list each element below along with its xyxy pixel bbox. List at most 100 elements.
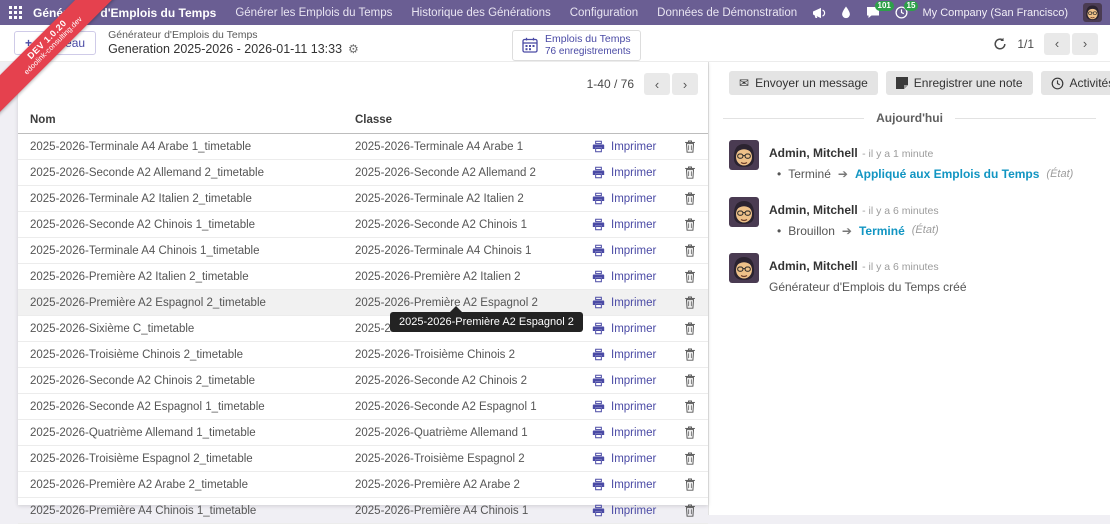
table-row[interactable]: 2025-2026-Quatrième Allemand 1_timetable… [18, 419, 708, 446]
delete-button[interactable] [683, 322, 696, 335]
print-button[interactable]: Imprimer [592, 264, 659, 289]
delete-button[interactable] [683, 192, 696, 205]
delete-button[interactable] [683, 270, 696, 283]
delete-button[interactable] [683, 478, 696, 491]
list-next-button[interactable]: › [672, 73, 698, 95]
cell-nom[interactable]: 2025-2026-Troisième Chinois 2_timetable [18, 341, 343, 368]
table-row[interactable]: 2025-2026-Seconde A2 Chinois 2_timetable… [18, 367, 708, 394]
print-button[interactable]: Imprimer [592, 394, 659, 419]
table-row[interactable]: 2025-2026-Seconde A2 Allemand 2_timetabl… [18, 159, 708, 186]
cell-classe[interactable]: 2025-2026-Première A2 Arabe 2 [343, 471, 580, 498]
next-record-button[interactable]: › [1072, 32, 1098, 55]
delete-button[interactable] [683, 374, 696, 387]
menu-generer[interactable]: Générer les Emplois du Temps [235, 6, 393, 19]
table-row[interactable]: 2025-2026-Troisième Espagnol 2_timetable… [18, 445, 708, 472]
menu-configuration[interactable]: Configuration [569, 6, 639, 19]
cell-nom[interactable]: 2025-2026-Première A2 Arabe 2_timetable [18, 471, 343, 498]
cell-nom[interactable]: 2025-2026-Seconde A2 Chinois 1_timetable [18, 211, 343, 238]
cell-classe[interactable]: 2025-2026-Première A4 Chinois 1 [343, 497, 580, 524]
print-button[interactable]: Imprimer [592, 446, 659, 471]
print-button[interactable]: Imprimer [592, 368, 659, 393]
gear-icon[interactable]: ⚙ [348, 42, 359, 57]
print-button[interactable]: Imprimer [592, 134, 659, 159]
menu-donnees-demo[interactable]: Données de Démonstration [657, 6, 798, 19]
delete-button[interactable] [683, 348, 696, 361]
print-button[interactable]: Imprimer [592, 420, 659, 445]
cell-nom[interactable]: 2025-2026-Sixième C_timetable [18, 315, 343, 342]
log-note-button[interactable]: Enregistrer une note [885, 71, 1033, 95]
cell-nom[interactable]: 2025-2026-Troisième Espagnol 2_timetable [18, 445, 343, 472]
print-button[interactable]: Imprimer [592, 238, 659, 263]
cell-nom[interactable]: 2025-2026-Terminale A4 Chinois 1_timetab… [18, 237, 343, 264]
message-author[interactable]: Admin, Mitchell [769, 146, 858, 160]
cell-classe[interactable]: 2025-2026-Terminale A4 Arabe 1 [343, 133, 580, 160]
delete-button[interactable] [683, 244, 696, 257]
table-row[interactable]: 2025-2026-Terminale A4 Arabe 1_timetable… [18, 133, 708, 160]
prev-record-button[interactable]: ‹ [1044, 32, 1070, 55]
cell-classe[interactable]: 2025-2026-Troisième Espagnol 2 [343, 445, 580, 472]
cell-nom[interactable]: 2025-2026-Seconde A2 Chinois 2_timetable [18, 367, 343, 394]
print-button[interactable]: Imprimer [592, 342, 659, 367]
table-row[interactable]: 2025-2026-Première A4 Chinois 1_timetabl… [18, 497, 708, 524]
print-button[interactable]: Imprimer [592, 472, 659, 497]
delete-button[interactable] [683, 218, 696, 231]
table-row[interactable]: 2025-2026-Terminale A2 Italien 2_timetab… [18, 185, 708, 212]
cell-nom[interactable]: 2025-2026-Première A2 Espagnol 2_timetab… [18, 289, 343, 316]
breadcrumb-parent[interactable]: Générateur d'Emplois du Temps [108, 28, 258, 41]
cell-classe[interactable]: 2025-2026-Seconde A2 Allemand 2 [343, 159, 580, 186]
megaphone-icon[interactable] [812, 7, 826, 19]
send-message-button[interactable]: ✉ Envoyer un message [729, 71, 878, 95]
cell-classe[interactable]: 2025-2026-Seconde A2 Chinois 1 [343, 211, 580, 238]
message-author[interactable]: Admin, Mitchell [769, 202, 858, 217]
cell-classe[interactable]: 2025-2026-Terminale A2 Italien 2 [343, 185, 580, 212]
records-stat-button[interactable]: Emplois du Temps 76 enregistrements [512, 30, 641, 61]
delete-button[interactable] [683, 504, 696, 517]
tracking-new-value[interactable]: Terminé [858, 223, 905, 238]
table-row[interactable]: 2025-2026-Première A2 Arabe 2_timetable … [18, 471, 708, 498]
cell-classe[interactable]: 2025-2026-Première A2 Espagnol 2 [343, 289, 580, 316]
table-row[interactable]: 2025-2026-Terminale A4 Chinois 1_timetab… [18, 237, 708, 264]
apps-grid-icon[interactable] [9, 6, 22, 19]
column-header-classe[interactable]: Classe [343, 108, 580, 134]
delete-button[interactable] [683, 452, 696, 465]
cell-nom[interactable]: 2025-2026-Seconde A2 Allemand 2_timetabl… [18, 159, 343, 186]
message-author[interactable]: Admin, Mitchell [769, 259, 858, 274]
tracking-new-value[interactable]: Appliqué aux Emplois du Temps [854, 167, 1040, 182]
print-button[interactable]: Imprimer [592, 160, 659, 185]
cell-classe[interactable]: 2025-2026-Troisième Chinois 2 [343, 341, 580, 368]
cell-nom[interactable]: 2025-2026-Première A2 Italien 2_timetabl… [18, 263, 343, 290]
droplet-icon[interactable] [841, 6, 851, 19]
print-button[interactable]: Imprimer [592, 186, 659, 211]
table-row[interactable]: 2025-2026-Seconde A2 Espagnol 1_timetabl… [18, 393, 708, 420]
list-prev-button[interactable]: ‹ [644, 73, 670, 95]
cell-nom[interactable]: 2025-2026-Seconde A2 Espagnol 1_timetabl… [18, 393, 343, 420]
activities-clock-icon[interactable]: 15 [894, 1, 919, 19]
table-row[interactable]: 2025-2026-Sixième C_timetable 2025-2026-… [18, 315, 708, 342]
table-row[interactable]: 2025-2026-Première A2 Espagnol 2_timetab… [18, 289, 708, 316]
table-row[interactable]: 2025-2026-Troisième Chinois 2_timetable … [18, 341, 708, 368]
cell-classe[interactable]: 2025-2026-Seconde A2 Espagnol 1 [343, 393, 580, 420]
cell-nom[interactable]: 2025-2026-Terminale A2 Italien 2_timetab… [18, 185, 343, 212]
refresh-icon[interactable] [993, 37, 1007, 51]
delete-button[interactable] [683, 400, 696, 413]
delete-button[interactable] [683, 166, 696, 179]
menu-historique[interactable]: Historique des Générations [411, 6, 551, 19]
print-button[interactable]: Imprimer [592, 290, 659, 315]
print-button[interactable]: Imprimer [592, 212, 659, 237]
company-name[interactable]: My Company (San Francisco) [922, 6, 1069, 19]
cell-classe[interactable]: 2025-2026-Première A2 Italien 2 [343, 263, 580, 290]
activities-button[interactable]: Activités [1040, 71, 1110, 95]
delete-button[interactable] [683, 296, 696, 309]
print-button[interactable]: Imprimer [592, 498, 659, 523]
cell-classe[interactable]: 2025-2026-Quatrième Allemand 1 [343, 419, 580, 446]
table-row[interactable]: 2025-2026-Seconde A2 Chinois 1_timetable… [18, 211, 708, 238]
print-button[interactable]: Imprimer [592, 316, 659, 341]
delete-button[interactable] [683, 426, 696, 439]
delete-button[interactable] [683, 140, 696, 153]
messages-icon[interactable]: 101 [866, 1, 894, 19]
cell-nom[interactable]: 2025-2026-Terminale A4 Arabe 1_timetable [18, 133, 343, 160]
table-row[interactable]: 2025-2026-Première A2 Italien 2_timetabl… [18, 263, 708, 290]
column-header-nom[interactable]: Nom [18, 108, 343, 134]
cell-nom[interactable]: 2025-2026-Quatrième Allemand 1_timetable [18, 419, 343, 446]
user-avatar[interactable] [1083, 3, 1102, 22]
